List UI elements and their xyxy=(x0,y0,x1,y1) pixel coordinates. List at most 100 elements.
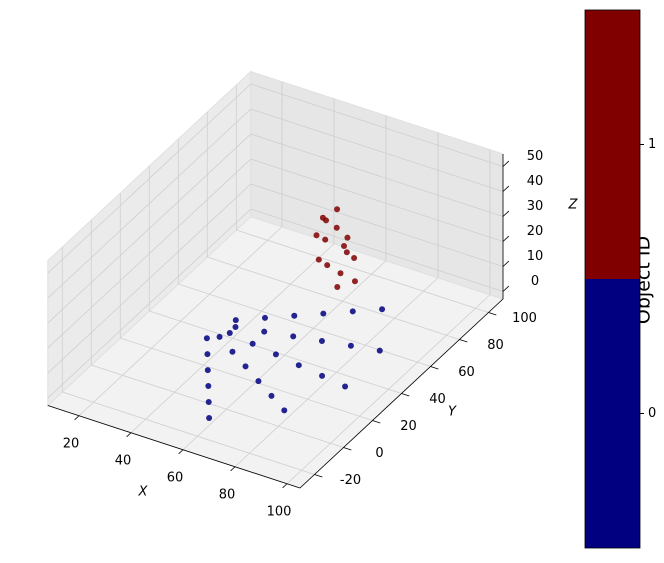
grid-line xyxy=(250,133,504,217)
grid-line xyxy=(250,108,504,192)
point xyxy=(261,314,268,321)
point xyxy=(255,378,262,385)
x-tick-label: 100 xyxy=(267,504,292,519)
point xyxy=(333,224,340,231)
colorbar-segment xyxy=(585,10,640,279)
z-tick-label: 20 xyxy=(527,224,544,239)
tick-mark xyxy=(74,415,80,421)
point xyxy=(344,234,351,241)
point xyxy=(315,256,322,263)
point xyxy=(204,367,211,374)
tick-mark xyxy=(488,312,497,316)
grid-line xyxy=(47,83,252,274)
point xyxy=(324,262,331,269)
tick-mark xyxy=(502,185,510,192)
tick-mark xyxy=(459,339,468,343)
point xyxy=(229,348,236,355)
axis-line xyxy=(299,298,504,489)
tick-mark xyxy=(372,420,381,424)
point xyxy=(334,284,341,291)
point xyxy=(351,278,358,285)
colorbar-frame xyxy=(584,9,641,549)
tick-mark xyxy=(502,285,510,292)
point xyxy=(291,312,298,319)
tick-mark xyxy=(502,210,510,217)
y-tick-label: 100 xyxy=(512,311,537,326)
tick-mark xyxy=(502,260,510,267)
grid-line xyxy=(91,364,344,448)
point xyxy=(342,383,349,390)
colorbar-tick-label: 1 xyxy=(648,137,656,152)
tick-mark xyxy=(126,432,132,438)
y-axis-label: Y xyxy=(448,405,457,420)
z-axis-label: Z xyxy=(568,198,579,213)
z-tick-label: 10 xyxy=(527,249,544,264)
point xyxy=(295,362,302,369)
z-tick-label: 0 xyxy=(531,274,539,289)
grid-line xyxy=(47,183,252,374)
point xyxy=(216,333,223,340)
point xyxy=(206,414,213,421)
axis-line xyxy=(47,405,301,489)
x-tick-label: 40 xyxy=(115,453,132,468)
grid-line xyxy=(236,229,489,313)
z-tick-label: 30 xyxy=(527,199,544,214)
z-tick-label: 40 xyxy=(527,174,544,189)
point xyxy=(204,351,211,358)
tick-mark xyxy=(502,235,510,242)
point xyxy=(322,236,329,243)
grid-line xyxy=(250,83,504,167)
point xyxy=(351,254,358,261)
tick-mark xyxy=(343,447,352,451)
y-tick-label: 0 xyxy=(375,446,383,461)
y-tick-label: -20 xyxy=(340,473,361,488)
grid-line xyxy=(250,158,504,242)
point xyxy=(376,347,383,354)
tick-mark xyxy=(502,160,510,167)
y-tick-label: 80 xyxy=(487,338,504,353)
grid-line xyxy=(47,158,252,349)
point xyxy=(242,363,249,370)
grid-line xyxy=(207,256,460,340)
point xyxy=(226,329,233,336)
grid-line xyxy=(62,391,315,475)
grid-line xyxy=(250,183,504,267)
point xyxy=(205,398,212,405)
tick-mark xyxy=(430,366,439,370)
grid-line xyxy=(178,283,431,367)
z-tick-label: 50 xyxy=(527,149,544,164)
point xyxy=(319,372,326,379)
grid-line xyxy=(47,208,252,399)
y-tick-label: 60 xyxy=(458,365,475,380)
point xyxy=(379,306,386,313)
point xyxy=(272,351,279,358)
point xyxy=(203,335,210,342)
tick-mark xyxy=(230,466,236,472)
x-tick-label: 20 xyxy=(63,436,80,451)
point xyxy=(318,338,325,345)
tick-mark xyxy=(314,474,323,478)
point xyxy=(205,382,212,389)
point xyxy=(261,328,268,335)
x-axis-label: X xyxy=(138,485,149,500)
point xyxy=(268,392,275,399)
point xyxy=(281,407,288,414)
colorbar-tick-label: 0 xyxy=(648,406,656,421)
y-tick-label: 20 xyxy=(400,419,417,434)
point xyxy=(232,317,239,324)
tick-mark xyxy=(401,393,410,397)
point xyxy=(290,333,297,340)
grid-line xyxy=(250,208,504,292)
x-tick-label: 60 xyxy=(167,470,184,485)
colorbar-segment xyxy=(585,279,640,548)
point xyxy=(347,342,354,349)
grid-line xyxy=(120,337,373,421)
point xyxy=(320,310,327,317)
point xyxy=(349,308,356,315)
y-tick-label: 40 xyxy=(429,392,446,407)
point xyxy=(313,232,320,239)
tick-mark xyxy=(282,483,288,489)
x-tick-label: 80 xyxy=(219,487,236,502)
tick-mark xyxy=(178,449,184,455)
